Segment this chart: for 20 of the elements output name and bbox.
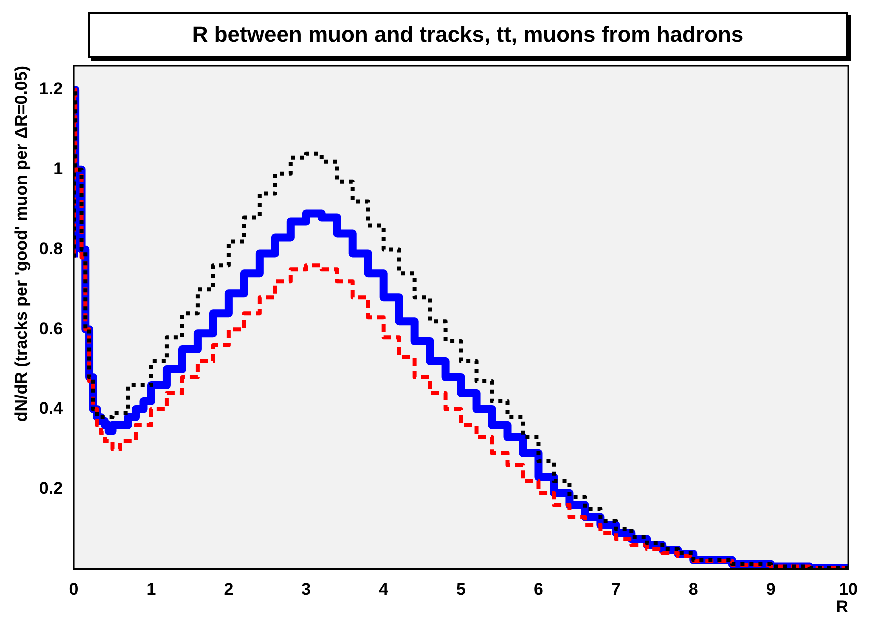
x-tick-label: 6 — [534, 580, 544, 600]
chart-title: R between muon and tracks, tt, muons from hadrons — [88, 12, 848, 58]
y-tick-label: 1.2 — [39, 80, 64, 99]
x-tick-label: 5 — [456, 580, 466, 600]
x-tick-label: 0 — [69, 580, 79, 600]
x-tick-label: 4 — [379, 580, 390, 600]
x-tick-label: 2 — [224, 580, 234, 600]
x-tick-label: 8 — [688, 580, 698, 600]
y-tick-label: 0.6 — [39, 319, 64, 338]
x-tick-label: 9 — [766, 580, 776, 600]
y-tick-label: 0.2 — [39, 479, 64, 498]
x-tick-label: 3 — [302, 580, 312, 600]
y-tick-label: 1 — [54, 160, 64, 179]
x-tick-label: 1 — [146, 580, 156, 600]
x-tick-label: 10 — [839, 580, 858, 600]
y-tick-label: 0.4 — [39, 399, 64, 418]
x-tick-label: 7 — [611, 580, 621, 600]
x-axis-title: R — [836, 597, 849, 616]
y-axis-title: dN/dR (tracks per 'good' muon per ΔR=0.05) — [12, 66, 31, 422]
y-tick-label: 0.8 — [39, 239, 64, 258]
